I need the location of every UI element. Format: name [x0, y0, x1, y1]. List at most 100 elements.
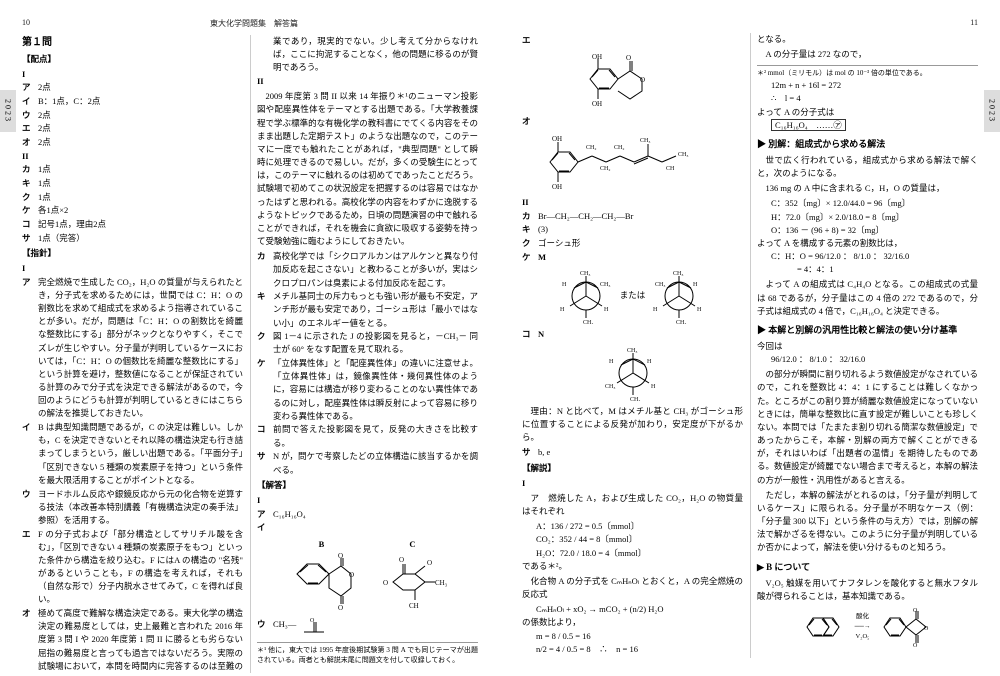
header-right: 11	[522, 18, 978, 33]
svg-text:O: O	[924, 626, 929, 632]
structure-C-svg: O O O CH CH₃	[377, 552, 449, 614]
eq-l4: ∴ l = 4	[771, 92, 978, 105]
eq-CO2: CO₂：352 / 44 = 8〔mmol〕	[536, 533, 743, 546]
ans-item: アC₁₆H₁₆O₄	[257, 508, 478, 521]
honkai-label: ▶ 本解と別解の汎用性比較と解法の使い分け基準	[757, 324, 978, 338]
svg-text:O: O	[349, 571, 354, 579]
svg-text:O: O	[913, 608, 918, 614]
eq-n: n/2 = 4 / 0.5 = 8 ∴ n = 16	[536, 643, 743, 656]
kaisetsu-label: 【解説】	[522, 462, 743, 475]
score-item: キ1点	[22, 177, 243, 190]
ans-o: オ	[522, 115, 743, 128]
svg-text:O: O	[626, 54, 631, 62]
honkai-p3: ただし，本解の解法がとれるのは，「分子量が判明しているケース」に限られる。分子量…	[757, 489, 978, 555]
B-text: V₂O₅ 触媒を用いてナフタレンを酸化すると無水フタル酸が得られることは，基本知…	[757, 577, 978, 603]
year-tab-right: 2023	[984, 90, 1000, 132]
kaisho-label: 【解答】	[257, 479, 478, 492]
svg-text:CH₃: CH₃	[678, 152, 688, 158]
svg-text:CH₃: CH₃	[676, 320, 686, 324]
guide-item: コ前問で答えた投影図を見て，反発の大きさを比較する。	[257, 423, 478, 449]
newman-N: CH₃ CH₃H HH CH₃	[522, 345, 743, 401]
shishin-II-pre: 2009 年度第 3 問 II 以来 14 年振り＊¹のニューマン投影図や配座異…	[257, 90, 478, 248]
ans-ku: クゴーシュ形	[522, 237, 743, 250]
svg-text:OH: OH	[552, 183, 562, 191]
carbonyl-icon: O	[300, 618, 328, 638]
structure-B-svg: O O O	[287, 552, 357, 614]
eq-reaction: CₘHₙOₗ + xO₂ → mCO₂ + (n/2) H₂O	[536, 603, 743, 616]
ans-ka: カBr―CH₂―CH₂―CH₂―Br	[522, 210, 743, 223]
guide-item: サN が，問ケで考察したどの立体構造に該当するかを調べる。	[257, 450, 478, 476]
footnote-2: ＊² mmol（ミリモル）は mol の 10⁻³ 倍の単位である。	[757, 65, 978, 79]
ans-ko: コN	[522, 328, 743, 341]
bekkai-label: ▶ 別解：組成式から求める解法	[757, 138, 978, 152]
eq-teiruka: である＊²。	[522, 560, 743, 573]
bekkai-O: O：136 － (96 + 8) = 32〔mg〕	[771, 224, 978, 237]
svg-text:H: H	[693, 282, 698, 288]
eq-yotte: よって A の分子式は	[757, 106, 978, 119]
eq-A: A：136 / 272 = 0.5〔mmol〕	[536, 520, 743, 533]
guide-item: キメチル基同士の斥力もっとも強い形が最も不安定，アンチ形が最も安定であり，ゴーシ…	[257, 290, 478, 330]
score-item: ア2点	[22, 81, 243, 94]
bekkai-H: H：72.0〔mg〕× 2.0/18.0 = 8〔mg〕	[771, 211, 978, 224]
bekkai-p3: よって A の組成式は C₄H₄O となる。この組成式の式量は 68 であるが，…	[757, 278, 978, 318]
ans-sa: サb, e	[522, 446, 743, 459]
structure-O-svg: OH OH CH₂ CH₂ CH₂ CH₃ CH CH₃	[538, 132, 728, 192]
guide-item: ケ「立体異性体」と「配座異性体」の違いに注意せよ。「立体異性体」は，鏡像異性体・…	[257, 357, 478, 423]
page-spread: 2023 10 東大化学問題集 解答篇 第１問 【配点】 I ア2点 イB：1点…	[0, 0, 1000, 676]
svg-text:CH₂: CH₂	[600, 166, 610, 172]
bekkai-C: C：352〔mg〕× 12.0/44.0 = 96〔mg〕	[771, 197, 978, 210]
svg-text:H: H	[609, 359, 614, 365]
svg-text:H: H	[560, 307, 565, 313]
score-item: サ1点（完答）	[22, 232, 243, 245]
naphthalene-reaction: 酸化 ──→ V₂O₅ O O O	[757, 607, 978, 647]
left-columns: 第１問 【配点】 I ア2点 イB：1点，C：2点 ウ2点 エ2点 オ2点 II…	[22, 35, 478, 673]
bekkai-ratio2: = 4：4：1	[797, 263, 978, 276]
chem-structures-BC: B O O O	[257, 538, 478, 613]
svg-text:CH₃: CH₃	[640, 138, 650, 144]
page-left: 2023 10 東大化学問題集 解答篇 第１問 【配点】 I ア2点 イB：1点…	[0, 0, 500, 676]
eq-block: A：136 / 272 = 0.5〔mmol〕 CO₂：352 / 44 = 8…	[536, 520, 743, 560]
score-item: ケ各1点×2	[22, 204, 243, 217]
B-label: ▶ B について	[757, 561, 978, 575]
svg-text:CH₃: CH₃	[630, 397, 640, 401]
score-item: ウ2点	[22, 109, 243, 122]
score-item: カ1点	[22, 163, 243, 176]
guide-item: カ高校化学では「シクロアルカンはアルケンと異なり付加反応を起こさない」と教わるこ…	[257, 250, 478, 290]
structure-C: C O O O CH CH₃	[377, 538, 449, 613]
haiten-I: I	[22, 68, 243, 81]
structure-B: B O O O	[287, 538, 357, 613]
guide-item: イB は典型知識問題であるが，C の決定は難しい。しかも，C を決定できないとそ…	[22, 421, 243, 487]
svg-text:CH: CH	[666, 166, 675, 172]
eq-kago: 化合物 A の分子式を CₘHₙOₗ とおくと，A の完全燃焼の反応式	[522, 575, 743, 601]
svg-text:CH: CH	[409, 602, 419, 610]
svg-text:CH₃: CH₃	[583, 320, 593, 324]
svg-text:O: O	[640, 76, 645, 84]
page-right: 2023 11 エ OH OH O O	[500, 0, 1000, 676]
svg-text:OH: OH	[552, 135, 562, 143]
svg-text:OH: OH	[592, 53, 602, 61]
bekkai-yotte: よって A を構成する元素の割数比は，	[757, 237, 978, 250]
svg-text:H: H	[651, 384, 656, 390]
eq-m: m = 8 / 0.5 = 16	[536, 630, 743, 643]
newman-M: CH₃ HH CH₃H CH₃ または CH₃ HH CH₃H CH₃	[522, 268, 743, 324]
phthalic-anhydride-svg: O O O	[878, 607, 934, 647]
eq-12m: 12m + n + 16l = 272	[771, 79, 978, 92]
svg-text:CH₂: CH₂	[586, 145, 596, 151]
svg-text:O: O	[399, 556, 404, 564]
svg-text:O: O	[427, 559, 432, 567]
svg-text:H: H	[604, 307, 609, 313]
bekkai-p1: 世で広く行われている，組成式から求める解法で解くと，次のようになる。	[757, 154, 978, 180]
svg-text:OH: OH	[592, 100, 602, 108]
svg-text:CH₂: CH₂	[614, 145, 624, 151]
eq-final: C₁₆H₁₆O₄ ……㋐	[771, 119, 978, 132]
eq-keisu: の係数比より，	[522, 616, 743, 629]
score-item: コ記号1点，理由2点	[22, 218, 243, 231]
score-item: オ2点	[22, 136, 243, 149]
score-item: イB：1点，C：2点	[22, 95, 243, 108]
question-title: 第１問	[22, 35, 243, 51]
score-item: ク1点	[22, 191, 243, 204]
footnote-1: ＊¹ 他に，東大では 1995 年度後期試験第 3 問 A でも同じテーマが出題…	[257, 642, 478, 667]
eq-bunshi: A の分子量は 272 なので，	[757, 48, 978, 61]
haiten-label: 【配点】	[22, 53, 243, 66]
guide-item: エF の分子式および「部分構造としてサリチル酸を含む」，「区別できない 4 種類…	[22, 528, 243, 607]
